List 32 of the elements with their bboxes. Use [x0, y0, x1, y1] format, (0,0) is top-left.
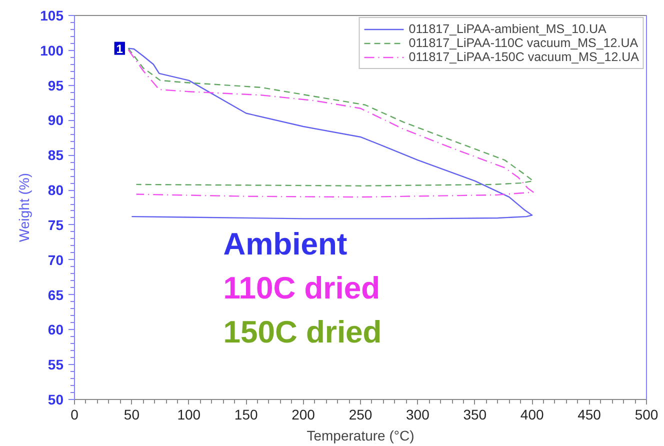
x-axis-title: Temperature (°C)	[306, 428, 414, 444]
x-tick-label: 350	[463, 406, 487, 422]
x-tick-label: 500	[634, 406, 658, 422]
legend-label: 011817_LiPAA-110C vacuum_MS_12.UA	[408, 36, 638, 50]
x-tick-label: 400	[520, 406, 544, 422]
annotation: Ambient	[223, 226, 348, 262]
y-tick-label: 105	[40, 8, 64, 24]
y-tick-label: 50	[48, 392, 64, 408]
y-axis-title: Weight (%)	[16, 173, 32, 242]
y-tick-label: 85	[48, 147, 64, 164]
legend-label: 011817_LiPAA-ambient_MS_10.UA	[408, 22, 606, 36]
x-tick-label: 300	[406, 406, 430, 422]
annotation: 150C dried	[223, 314, 382, 350]
annotation: 1	[116, 42, 124, 56]
y-tick-label: 100	[40, 42, 64, 58]
y-tick-label: 65	[48, 286, 64, 303]
annotation: 110C dried	[223, 270, 380, 306]
y-tick-label: 80	[48, 182, 64, 198]
x-tick-label: 50	[124, 406, 140, 422]
y-tick-label: 90	[48, 112, 64, 128]
x-tick-label: 250	[348, 406, 372, 422]
x-tick-label: 150	[234, 406, 258, 422]
x-tick-label: 450	[578, 406, 602, 422]
y-tick-label: 75	[48, 216, 64, 233]
x-tick-label: 200	[292, 406, 316, 422]
y-tick-label: 55	[48, 356, 64, 373]
x-tick-label: 100	[177, 406, 201, 422]
y-tick-label: 60	[48, 322, 64, 338]
legend-label: 011817_LiPAA-150C vacuum_MS_12.UA	[408, 50, 639, 64]
y-tick-label: 70	[48, 252, 64, 268]
y-tick-label: 95	[48, 77, 64, 94]
x-tick-label: 0	[70, 406, 79, 422]
